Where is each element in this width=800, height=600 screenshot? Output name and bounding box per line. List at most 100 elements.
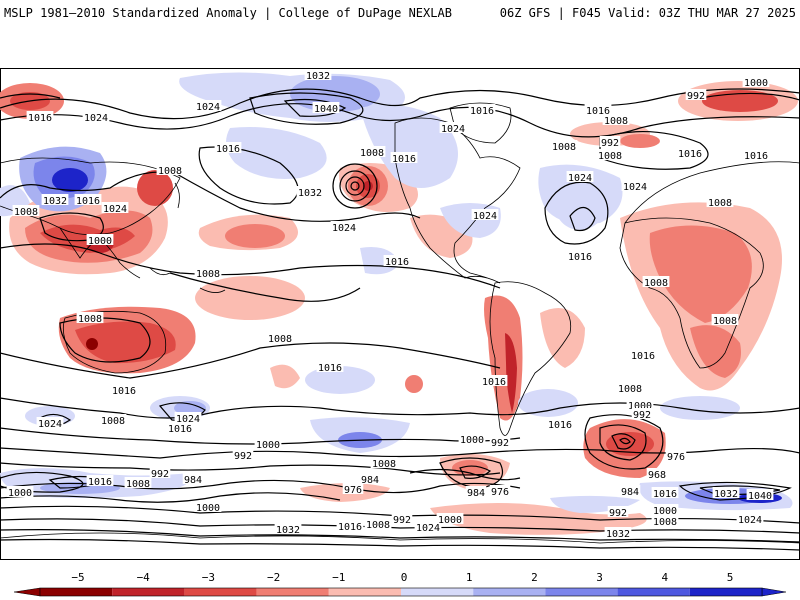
isobar-label: 1016 <box>28 113 52 124</box>
title-right: 06Z GFS | F045 Valid: 03Z THU MAR 27 202… <box>499 6 796 20</box>
isobar-label: 1008 <box>618 384 642 395</box>
isobar-label-bg-46 <box>742 149 770 160</box>
isobar-label-bg-49 <box>642 276 670 287</box>
isobar-label-bg-72 <box>124 477 152 488</box>
isobar-label-bg-70 <box>6 486 34 497</box>
isobar-label-bg-55 <box>665 450 687 461</box>
colorbar-tick-label: −1 <box>332 571 345 584</box>
isobar-label: 1016 <box>568 252 592 263</box>
isobar-label: 1008 <box>360 148 384 159</box>
isobar-label-bg-26 <box>36 417 64 428</box>
isobar-27 <box>0 492 341 503</box>
isobar-label: 1008 <box>78 314 102 325</box>
isobar-1 <box>0 103 800 138</box>
isobar-label-bg-68 <box>465 486 487 497</box>
anomaly-region-39 <box>360 104 458 188</box>
isobar-19 <box>0 397 800 419</box>
isobar-label-bg-11 <box>86 234 114 245</box>
isobar-label: 1024 <box>441 124 465 135</box>
colorbar-segment-1 <box>112 588 185 596</box>
isobar-label: 1008 <box>644 278 668 289</box>
anomaly-region-54 <box>518 389 578 417</box>
anomaly-region-55 <box>660 396 740 420</box>
isobar-37 <box>0 538 800 551</box>
isobar-label-bg-25 <box>480 375 508 386</box>
colorbar-ticks: −5 −4 −3 −2 −1 0 1 2 3 4 5 <box>71 571 733 584</box>
anomaly-region-53 <box>305 366 375 394</box>
isobar-label-bg-69 <box>489 485 511 496</box>
isobar-label-bg-51 <box>629 349 657 360</box>
coastline-7 <box>449 102 512 144</box>
isobar-17 <box>59 317 151 363</box>
isobar-label: 1016 <box>470 106 494 117</box>
isobar-label-bg-0 <box>26 111 54 122</box>
colorbar: −5 −4 −3 −2 −1 0 1 2 3 4 5 <box>13 571 787 597</box>
isobar-label: 1032 <box>306 71 330 82</box>
anomaly-region-29 <box>606 432 654 456</box>
isobar-12 <box>544 181 609 245</box>
isobar-label-bg-10 <box>101 202 129 213</box>
isobar-label: 1008 <box>126 479 150 490</box>
isobar-label: 1016 <box>586 106 610 117</box>
isobar-label-bg-61 <box>651 504 679 515</box>
isobar-label-bg-36 <box>566 171 594 182</box>
isobar-label: 1016 <box>392 154 416 165</box>
isobar-label-bg-65 <box>604 527 632 538</box>
isobar-label-bg-43 <box>685 89 707 100</box>
isobar-label: 992 <box>601 138 619 149</box>
isobar-label: 1000 <box>8 488 32 499</box>
colorbar-segment-4 <box>328 588 401 596</box>
isobar-label-bg-13 <box>330 221 358 232</box>
isobar-32 <box>439 457 504 489</box>
anomaly-region-42 <box>52 168 88 192</box>
isobar-label-bg-47 <box>621 180 649 191</box>
isobar-label: 1000 <box>438 515 462 526</box>
isobar-label-bg-28 <box>174 412 202 423</box>
isobar-label-bg-8 <box>41 194 69 205</box>
isobar-13 <box>569 206 596 232</box>
isobar-label: 992 <box>151 469 169 480</box>
isobar-label-bg-52 <box>616 382 644 393</box>
isobar-label-bg-80 <box>414 521 442 532</box>
isobar-label: 1008 <box>158 166 182 177</box>
isobar-label-bg-78 <box>364 518 392 529</box>
isobar-label-bg-41 <box>599 136 621 147</box>
isobar-label: 1032 <box>276 525 300 536</box>
anomaly-region-20 <box>363 181 373 191</box>
isobar-label: 1008 <box>708 198 732 209</box>
isobar-label: 1016 <box>338 522 362 533</box>
isobar-label-bg-74 <box>182 473 204 484</box>
anomaly-region-15 <box>225 224 285 248</box>
isobar-label-bg-56 <box>646 468 668 479</box>
isobar-label: 1016 <box>76 196 100 207</box>
isobar-label-bg-4 <box>312 102 340 113</box>
isobar-label-bg-60 <box>746 489 774 500</box>
isobar-label: 992 <box>609 508 627 519</box>
isobar-label-bg-66 <box>359 473 381 484</box>
anomaly-region-35 <box>430 503 647 535</box>
isobar-label-bg-50 <box>711 314 739 325</box>
isobar-24 <box>0 462 501 476</box>
isobar-14 <box>599 130 709 170</box>
isobar-label: 1024 <box>176 414 200 425</box>
isobar-label: 984 <box>361 475 379 486</box>
isobar-label-bg-33 <box>458 433 486 444</box>
isobar-label: 1008 <box>604 116 628 127</box>
isobar-label-bg-18 <box>471 209 499 220</box>
isobar-label: 1016 <box>548 420 572 431</box>
isobar-label-bg-39 <box>584 104 612 115</box>
isobar-label: 1008 <box>101 416 125 427</box>
isobar-label-bg-59 <box>712 487 740 498</box>
isobar-label: 1024 <box>332 223 356 234</box>
isobar-label: 1008 <box>598 151 622 162</box>
colorbar-segment-8 <box>617 588 690 596</box>
isobar-label: 1016 <box>112 386 136 397</box>
colorbar-arrow-right <box>761 587 787 597</box>
isobar-25 <box>409 468 521 481</box>
isobar-label: 1032 <box>714 489 738 500</box>
coastline-2 <box>619 217 764 369</box>
colorbar-tick-label: 4 <box>661 571 668 584</box>
isobar-label-bg-64 <box>736 513 764 524</box>
